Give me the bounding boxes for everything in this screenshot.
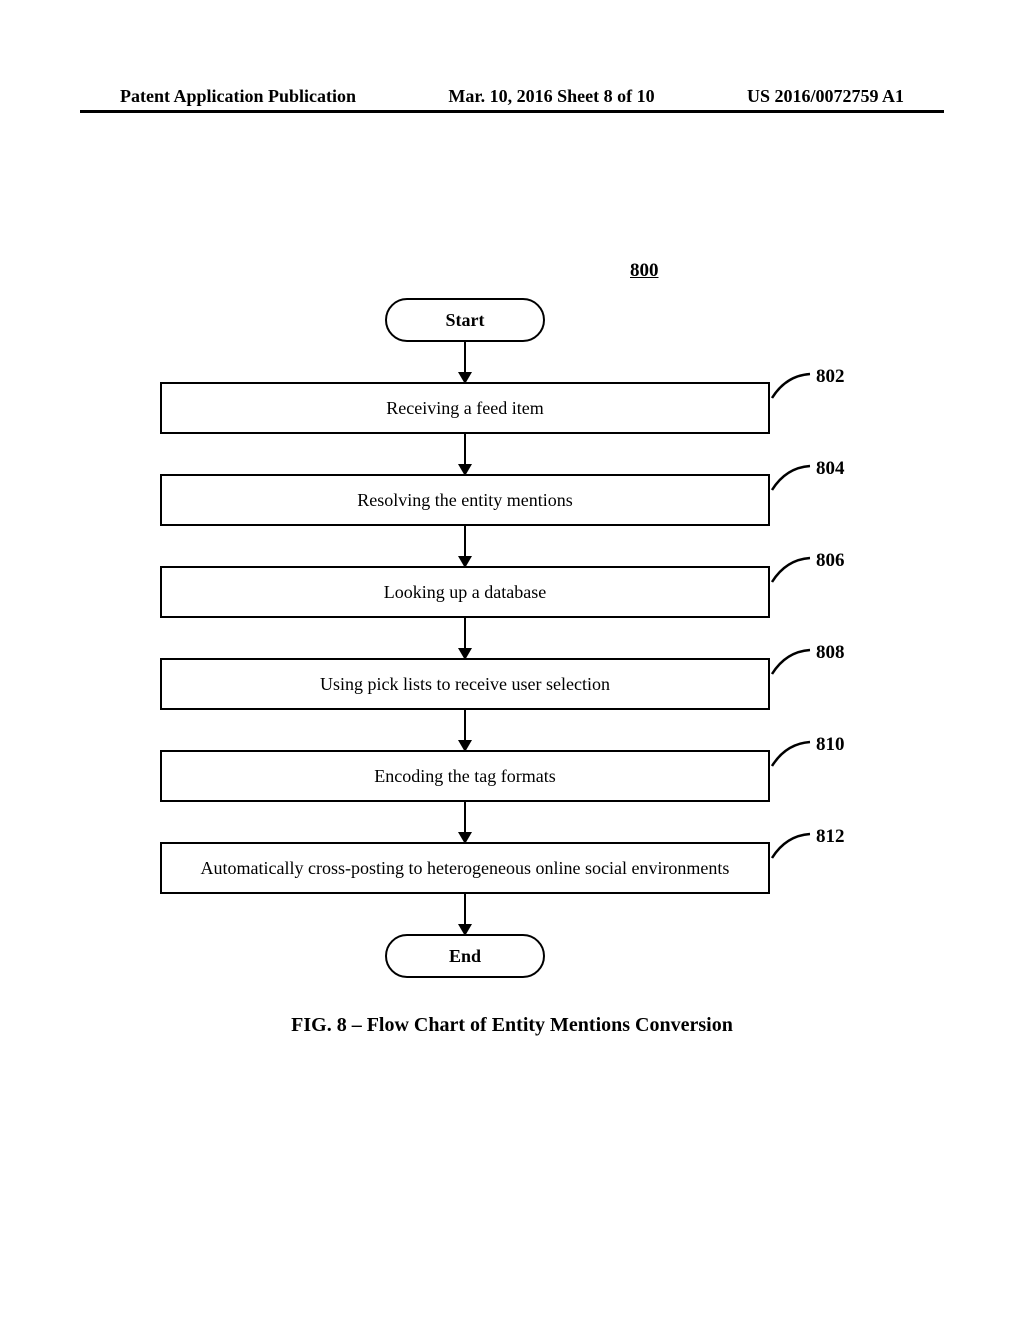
figure-reference-number: 800 [630,260,659,282]
callout [770,832,814,865]
start-node: Start [385,298,545,342]
process-step: Looking up a database [160,566,770,618]
end-node: End [385,934,545,978]
process-step: Receiving a feed item [160,382,770,434]
header-right: US 2016/0072759 A1 [747,86,904,107]
callout [770,372,814,405]
process-step: Encoding the tag formats [160,750,770,802]
header-rule [80,110,944,113]
step-number: 804 [816,458,845,480]
step-number: 808 [816,642,845,664]
process-step: Resolving the entity mentions [160,474,770,526]
callout [770,740,814,773]
step-number: 802 [816,366,845,388]
page-header: Patent Application Publication Mar. 10, … [0,86,1024,107]
step-number: 810 [816,734,845,756]
callout [770,556,814,589]
process-step: Using pick lists to receive user selecti… [160,658,770,710]
flow-arrow [464,434,467,474]
flow-arrow [464,526,467,566]
callout [770,464,814,497]
figure-caption: FIG. 8 – Flow Chart of Entity Mentions C… [0,1014,1024,1037]
step-number: 806 [816,550,845,572]
process-step: Automatically cross-posting to heterogen… [160,842,770,894]
callout [770,648,814,681]
flow-arrow [464,342,467,382]
flow-arrow [464,710,467,750]
header-left: Patent Application Publication [120,86,356,107]
step-number: 812 [816,826,845,848]
flow-arrow [464,894,467,934]
flow-arrow [464,618,467,658]
flow-arrow [464,802,467,842]
header-center: Mar. 10, 2016 Sheet 8 of 10 [448,86,654,107]
